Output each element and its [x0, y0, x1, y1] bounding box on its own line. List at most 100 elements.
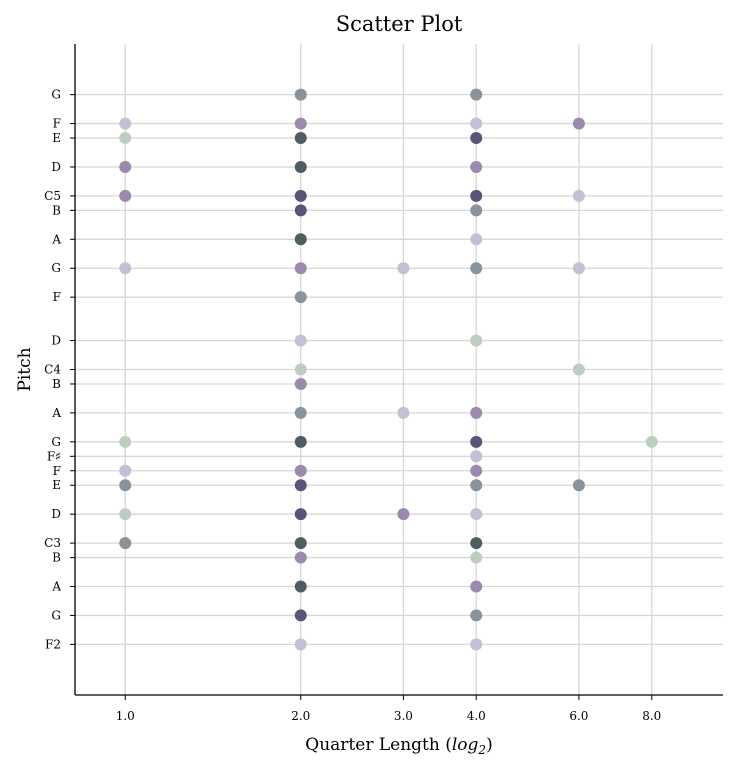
scatter-point: [294, 132, 307, 145]
scatter-point: [470, 609, 483, 622]
scatter-point: [119, 160, 132, 173]
x-axis-label-subscript: 2: [477, 743, 486, 757]
chart-title: Scatter Plot: [336, 12, 463, 36]
scatter-point: [119, 435, 132, 448]
scatter-point: [470, 88, 483, 101]
y-tick-label: G: [51, 608, 61, 622]
scatter-point: [470, 537, 483, 550]
scatter-point: [470, 406, 483, 419]
scatter-point: [470, 435, 483, 448]
y-tick-label: C3: [44, 536, 61, 550]
scatter-point: [470, 464, 483, 477]
x-axis-label-scale: log: [452, 735, 479, 755]
scatter-point: [645, 435, 658, 448]
scatter-point: [470, 638, 483, 651]
scatter-point: [397, 262, 410, 275]
scatter-point: [470, 551, 483, 564]
scatter-point: [294, 508, 307, 521]
scatter-point: [470, 334, 483, 347]
scatter-point: [397, 406, 410, 419]
y-tick-label: B: [52, 377, 61, 391]
x-ticks: 1.0 2.0 3.0 4.0 6.0 8.0: [116, 695, 661, 723]
scatter-point: [294, 406, 307, 419]
y-grid: [75, 93, 723, 646]
scatter-point: [397, 508, 410, 521]
scatter-point: [294, 189, 307, 202]
y-tick-label: B: [52, 203, 61, 217]
y-tick-label: F: [53, 117, 61, 131]
y-axis-label: Pitch: [15, 347, 35, 391]
y-tick-label: D: [51, 160, 61, 174]
scatter-point: [294, 88, 307, 101]
scatter-point: [119, 117, 132, 130]
scatter-point: [470, 132, 483, 145]
scatter-point: [572, 479, 585, 492]
y-tick-label: G: [51, 88, 61, 102]
data-points: [119, 88, 658, 651]
scatter-point: [294, 334, 307, 347]
x-tick-label: 3.0: [394, 709, 413, 723]
scatter-point: [294, 204, 307, 217]
y-tick-label: E: [52, 131, 61, 145]
scatter-point: [470, 189, 483, 202]
x-tick-label: 1.0: [116, 709, 135, 723]
scatter-point: [470, 117, 483, 130]
scatter-point: [294, 233, 307, 246]
scatter-point: [294, 638, 307, 651]
scatter-point: [470, 160, 483, 173]
x-axis-label-text: Quarter Length: [305, 735, 440, 755]
scatter-point: [470, 508, 483, 521]
x-tick-label: 6.0: [569, 709, 588, 723]
scatter-point: [294, 262, 307, 275]
scatter-point: [294, 479, 307, 492]
y-tick-label: A: [51, 232, 61, 246]
scatter-point: [294, 435, 307, 448]
y-tick-label: E: [52, 478, 61, 492]
scatter-point: [294, 537, 307, 550]
scatter-point: [294, 580, 307, 593]
scatter-point: [294, 160, 307, 173]
scatter-point: [119, 508, 132, 521]
scatter-point: [294, 117, 307, 130]
scatter-point: [294, 609, 307, 622]
scatter-point: [572, 363, 585, 376]
scatter-point: [572, 117, 585, 130]
scatter-point: [294, 377, 307, 390]
y-tick-label: F2: [45, 637, 61, 651]
x-tick-label: 2.0: [291, 709, 310, 723]
y-tick-label: B: [52, 551, 61, 565]
scatter-point: [119, 132, 132, 145]
scatter-point: [119, 537, 132, 550]
x-axis-label: Quarter Length (log2): [305, 735, 492, 757]
y-tick-label: A: [51, 406, 61, 420]
scatter-point: [119, 189, 132, 202]
y-tick-label: D: [51, 334, 61, 348]
y-tick-label: D: [51, 507, 61, 521]
y-tick-label: G: [51, 435, 61, 449]
y-tick-label: G: [51, 261, 61, 275]
scatter-point: [572, 262, 585, 275]
scatter-point: [119, 262, 132, 275]
scatter-point: [470, 450, 483, 463]
y-tick-label: F♯: [47, 449, 61, 463]
scatter-point: [294, 551, 307, 564]
y-tick-label: C4: [44, 363, 61, 377]
y-tick-label: A: [51, 580, 61, 594]
scatter-point: [470, 262, 483, 275]
y-tick-label: C5: [44, 189, 61, 203]
scatter-point: [294, 363, 307, 376]
scatter-point: [294, 464, 307, 477]
scatter-point: [119, 464, 132, 477]
scatter-point: [470, 204, 483, 217]
scatter-point: [572, 189, 585, 202]
x-tick-label: 8.0: [642, 709, 661, 723]
y-tick-label: F: [53, 290, 61, 304]
scatter-point: [294, 291, 307, 304]
scatter-point: [470, 580, 483, 593]
scatter-point: [470, 479, 483, 492]
scatter-point: [470, 233, 483, 246]
y-tick-label: F: [53, 464, 61, 478]
